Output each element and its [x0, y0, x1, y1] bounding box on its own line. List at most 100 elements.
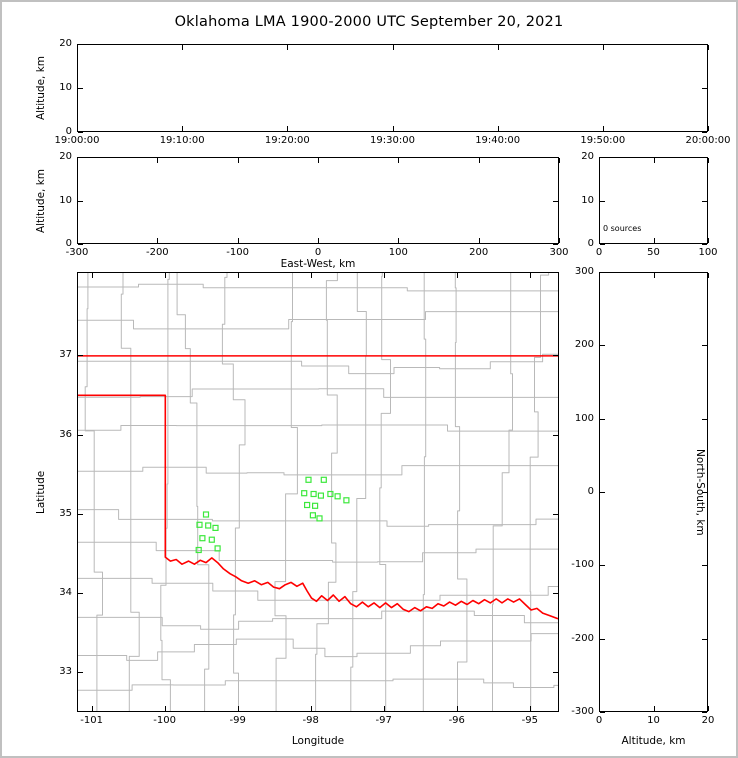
lma-station-marker: [327, 490, 334, 498]
lma-station-marker: [317, 492, 324, 499]
tick-label: 0: [65, 126, 72, 137]
tick-label: 200: [469, 247, 489, 258]
tick-label: 20: [581, 151, 594, 162]
county-line: [78, 311, 558, 330]
tick-mark: [602, 45, 604, 50]
tick-mark: [237, 158, 239, 163]
tick-mark: [529, 273, 531, 278]
county-line: [350, 273, 367, 711]
tick-mark: [708, 45, 709, 50]
county-line: [274, 273, 298, 711]
chart-title: Oklahoma LMA 1900-2000 UTC September 20,…: [174, 14, 564, 30]
tick-mark: [287, 126, 289, 131]
tick-mark: [478, 158, 480, 163]
tick-mark: [164, 273, 166, 278]
tick-mark: [708, 238, 709, 243]
tick-mark: [237, 238, 239, 243]
lma-station-marker: [214, 545, 221, 552]
tick-label: 34: [59, 587, 72, 599]
tick-mark: [77, 126, 78, 131]
tick-mark: [157, 158, 159, 163]
county-line: [120, 273, 140, 711]
tick-label: 35: [59, 507, 72, 519]
tick-label: 0: [587, 486, 594, 497]
tick-mark: [708, 706, 709, 711]
north-south-height-panel: [599, 272, 708, 712]
tick-mark: [318, 158, 319, 163]
county-line: [422, 273, 427, 711]
tick-mark: [383, 273, 385, 278]
tick-mark: [237, 706, 239, 711]
tick-label: 200: [574, 339, 594, 351]
tick-mark: [702, 200, 707, 202]
tick-mark: [77, 45, 78, 50]
state-border-south: [78, 394, 558, 620]
tick-mark: [559, 238, 560, 243]
lma-station-marker: [334, 493, 341, 500]
tick-label: 0: [595, 715, 603, 726]
tick-mark: [182, 126, 184, 131]
tick-mark: [287, 45, 289, 50]
tick-mark: [310, 273, 312, 278]
tick-mark: [91, 706, 93, 711]
tick-mark: [702, 565, 707, 567]
county-line: [78, 577, 558, 601]
tick-mark: [553, 157, 558, 158]
county-line: [454, 273, 468, 711]
tick-label: 19:50:00: [580, 135, 626, 146]
tick-mark: [702, 132, 707, 133]
lma-station-marker: [205, 522, 212, 529]
tick-mark: [553, 672, 558, 674]
tick-label: 20: [701, 715, 715, 726]
tick-label: -95: [521, 715, 538, 726]
tick-label: 20: [59, 151, 72, 162]
tick-mark: [553, 434, 558, 436]
county-line: [78, 283, 558, 292]
county-line: [315, 273, 338, 711]
tick-mark: [600, 565, 605, 567]
tick-mark: [553, 355, 558, 357]
tick-mark: [708, 158, 709, 163]
tick-mark: [77, 238, 78, 243]
tick-mark: [600, 638, 605, 640]
ns-height-xlabel: Altitude, km: [621, 735, 686, 747]
tick-mark: [318, 238, 319, 243]
tick-mark: [702, 157, 707, 158]
tick-label: -200: [145, 247, 169, 258]
tick-label: 100: [698, 247, 718, 258]
lma-station-marker: [301, 490, 308, 497]
ew-height-xlabel: East-West, km: [280, 258, 356, 270]
lma-station-marker: [202, 511, 210, 518]
tick-label: 100: [574, 412, 594, 424]
tick-mark: [78, 157, 83, 158]
county-line: [221, 273, 246, 711]
tick-label: 19:00:00: [54, 135, 100, 146]
tick-mark: [553, 513, 558, 515]
lma-station-marker: [305, 476, 312, 483]
tick-mark: [157, 238, 159, 243]
tick-label: 33: [59, 666, 72, 678]
lma-station-marker: [316, 515, 323, 522]
tick-mark: [600, 345, 605, 347]
tick-label: -200: [571, 632, 594, 644]
tick-label: -300: [65, 247, 89, 258]
tick-mark: [182, 45, 184, 50]
tick-mark: [600, 244, 605, 245]
tick-mark: [600, 157, 605, 158]
tick-mark: [392, 45, 394, 50]
tick-mark: [497, 45, 499, 50]
lma-station-marker: [310, 490, 317, 498]
county-line: [78, 509, 558, 527]
east-west-height-panel: [77, 157, 559, 244]
tick-label: 10: [59, 194, 72, 206]
county-line: [492, 273, 513, 711]
lma-station-marker: [320, 476, 327, 483]
tick-label: 0: [587, 238, 594, 249]
tick-label: 19:10:00: [159, 135, 205, 146]
county-line: [78, 541, 558, 563]
county-line: [78, 610, 558, 630]
tick-mark: [478, 238, 480, 243]
tick-label: 0: [65, 238, 72, 249]
tick-label: 0: [314, 247, 322, 258]
county-line: [379, 273, 391, 711]
